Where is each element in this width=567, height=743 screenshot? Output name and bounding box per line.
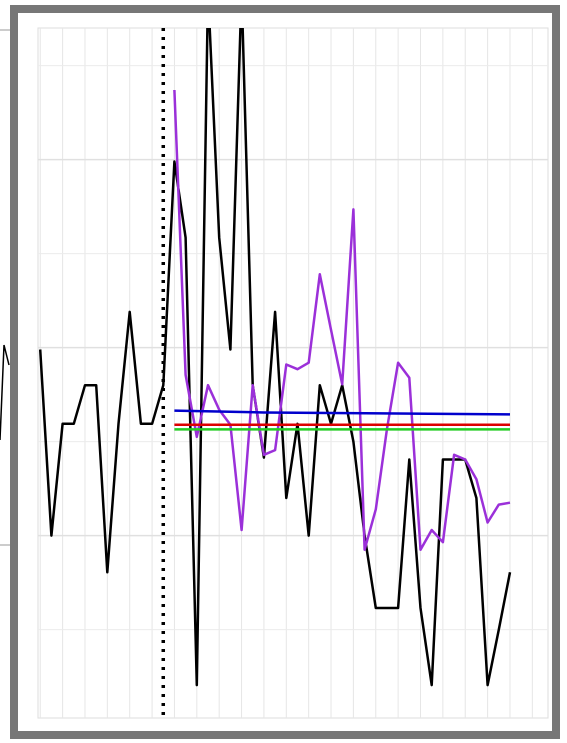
plot-area [37,27,549,719]
series-line [174,409,511,416]
series-line [38,28,512,687]
partial-neighbor-chart [0,29,10,546]
grid [38,28,548,718]
plot [38,28,512,718]
neighbor-line [0,344,10,441]
